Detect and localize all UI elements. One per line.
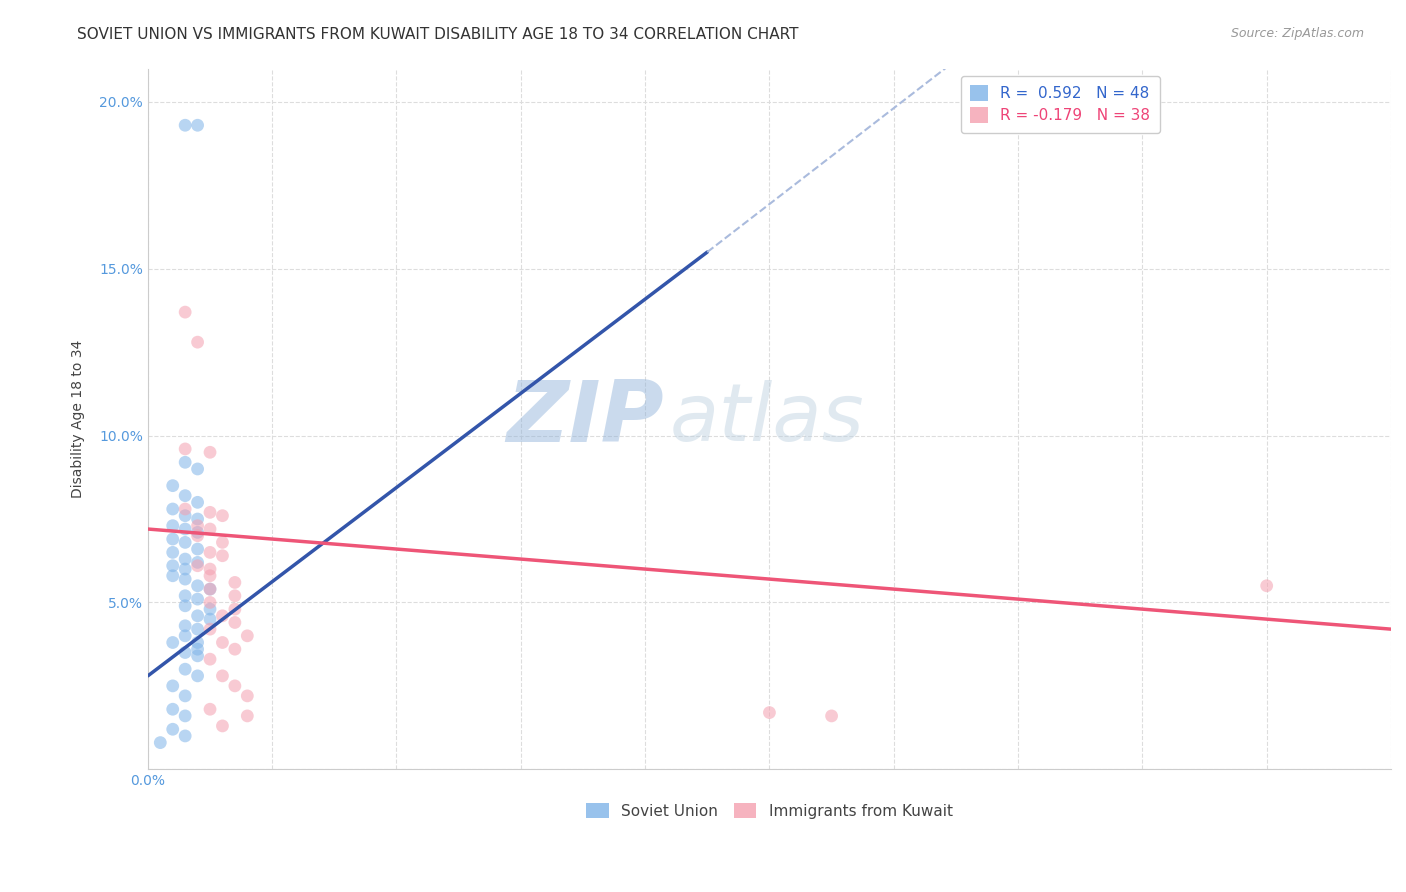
Point <box>211 508 233 523</box>
Point <box>174 589 197 603</box>
Point <box>211 535 233 549</box>
Point <box>162 532 184 546</box>
Point <box>198 582 221 596</box>
Point <box>224 642 246 657</box>
Point <box>187 118 209 132</box>
Text: SOVIET UNION VS IMMIGRANTS FROM KUWAIT DISABILITY AGE 18 TO 34 CORRELATION CHART: SOVIET UNION VS IMMIGRANTS FROM KUWAIT D… <box>77 27 799 42</box>
Point <box>198 622 221 636</box>
Point <box>187 525 209 540</box>
Point <box>211 608 233 623</box>
Point <box>187 495 209 509</box>
Y-axis label: Disability Age 18 to 34: Disability Age 18 to 34 <box>72 340 86 498</box>
Point <box>187 335 209 350</box>
Point <box>174 729 197 743</box>
Point <box>224 575 246 590</box>
Point <box>187 592 209 607</box>
Point <box>174 646 197 660</box>
Text: ZIP: ZIP <box>506 377 664 460</box>
Point <box>211 549 233 563</box>
Point <box>174 502 197 516</box>
Point <box>187 642 209 657</box>
Point <box>162 679 184 693</box>
Point <box>198 612 221 626</box>
Point <box>211 719 233 733</box>
Point <box>224 589 246 603</box>
Point <box>224 602 246 616</box>
Point <box>198 445 221 459</box>
Point <box>198 562 221 576</box>
Point <box>198 505 221 519</box>
Point <box>174 455 197 469</box>
Point <box>162 518 184 533</box>
Point <box>187 462 209 476</box>
Point <box>174 689 197 703</box>
Point <box>174 709 197 723</box>
Point <box>162 635 184 649</box>
Point <box>162 568 184 582</box>
Point <box>198 582 221 596</box>
Point <box>162 702 184 716</box>
Point <box>162 502 184 516</box>
Point <box>174 442 197 456</box>
Point <box>236 709 259 723</box>
Point <box>174 508 197 523</box>
Point <box>224 615 246 630</box>
Point <box>187 579 209 593</box>
Point <box>236 689 259 703</box>
Point <box>187 648 209 663</box>
Point <box>187 558 209 573</box>
Text: Source: ZipAtlas.com: Source: ZipAtlas.com <box>1230 27 1364 40</box>
Legend: Soviet Union, Immigrants from Kuwait: Soviet Union, Immigrants from Kuwait <box>581 797 959 825</box>
Point <box>198 702 221 716</box>
Point <box>174 599 197 613</box>
Point <box>224 679 246 693</box>
Point <box>174 522 197 536</box>
Point <box>198 652 221 666</box>
Point <box>187 529 209 543</box>
Text: atlas: atlas <box>671 380 865 458</box>
Point <box>198 545 221 559</box>
Point <box>236 629 259 643</box>
Point <box>187 608 209 623</box>
Point <box>1256 579 1278 593</box>
Point <box>149 736 172 750</box>
Point <box>174 629 197 643</box>
Point <box>187 542 209 557</box>
Point <box>174 118 197 132</box>
Point <box>162 558 184 573</box>
Point <box>174 572 197 586</box>
Point <box>198 568 221 582</box>
Point <box>162 478 184 492</box>
Point <box>198 595 221 609</box>
Point <box>174 489 197 503</box>
Point <box>211 635 233 649</box>
Point <box>174 662 197 676</box>
Point <box>187 518 209 533</box>
Point <box>187 622 209 636</box>
Point <box>198 602 221 616</box>
Point <box>198 522 221 536</box>
Point <box>758 706 780 720</box>
Point <box>187 555 209 569</box>
Point <box>174 305 197 319</box>
Point <box>187 512 209 526</box>
Point <box>174 535 197 549</box>
Point <box>820 709 842 723</box>
Point <box>211 669 233 683</box>
Point <box>174 552 197 566</box>
Point <box>174 562 197 576</box>
Point <box>174 619 197 633</box>
Point <box>187 669 209 683</box>
Point <box>162 545 184 559</box>
Point <box>187 635 209 649</box>
Point <box>162 723 184 737</box>
